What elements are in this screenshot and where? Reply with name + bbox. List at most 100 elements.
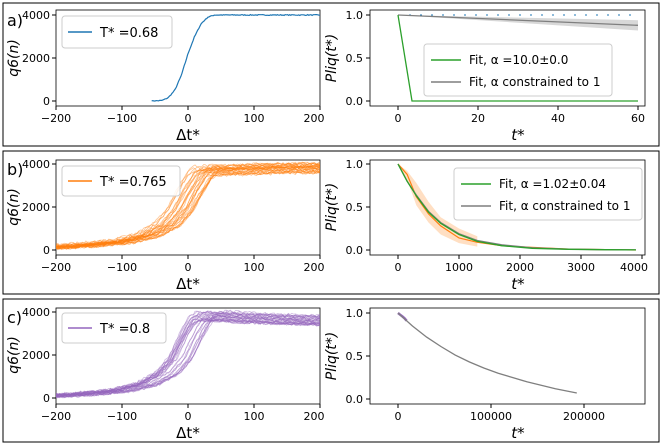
x-ticks: −200 −100 0 100 200 bbox=[41, 255, 325, 274]
trajectory-line bbox=[56, 165, 320, 248]
panel-c-label: c) bbox=[7, 308, 22, 327]
legend-box bbox=[61, 165, 181, 197]
x-axis-label: t* bbox=[511, 126, 525, 144]
panel-c-left-chart: 0 2000 4000 −200 −100 0 100 200 Δt* q6(n… bbox=[6, 306, 325, 442]
x-axis-label: Δt* bbox=[176, 424, 200, 442]
trajectory-line bbox=[56, 166, 320, 248]
legend-label: T* =0.765 bbox=[99, 175, 167, 190]
y-tick-label: 4000 bbox=[22, 9, 50, 22]
trajectory-group bbox=[56, 309, 320, 399]
panel-b-frame bbox=[2, 150, 660, 295]
x-tick-label: 0 bbox=[185, 261, 192, 274]
trajectory-line bbox=[56, 310, 320, 397]
trajectory-line bbox=[56, 319, 320, 397]
panel-a-label: a) bbox=[7, 11, 23, 30]
x-tick-label: 200000 bbox=[563, 410, 605, 423]
x-tick-label: 0 bbox=[185, 410, 192, 423]
x-ticks: 0 20 40 60 bbox=[395, 106, 645, 125]
x-tick-label: 0 bbox=[395, 410, 402, 423]
trajectory-line bbox=[56, 167, 320, 251]
trajectory-line bbox=[56, 171, 320, 248]
trajectory-line bbox=[56, 166, 320, 249]
legend: Fit, α =1.02±0.04 Fit, α constrained to … bbox=[453, 167, 643, 221]
y-tick-label: 4000 bbox=[22, 306, 50, 319]
trajectory-line bbox=[56, 165, 320, 249]
trajectory-line bbox=[56, 319, 320, 398]
x-tick-label: 3000 bbox=[567, 261, 595, 274]
trajectory-line bbox=[56, 312, 320, 397]
trajectory-line bbox=[56, 167, 320, 249]
y-ticks: 0.0 0.5 1.0 bbox=[346, 307, 370, 406]
x-tick-label: 1000 bbox=[445, 261, 473, 274]
survival-group bbox=[397, 163, 636, 251]
trajectory-line bbox=[56, 168, 320, 250]
trajectory-line bbox=[56, 168, 320, 250]
x-ticks: 0 100000 200000 bbox=[395, 404, 605, 423]
trajectory-line bbox=[56, 310, 320, 398]
trajectory-line bbox=[56, 171, 320, 250]
y-tick-label: 0 bbox=[43, 392, 50, 405]
y-tick-label: 0.5 bbox=[346, 201, 364, 214]
y-tick-label: 0.5 bbox=[346, 350, 364, 363]
x-tick-label: 40 bbox=[551, 112, 565, 125]
x-axis-label: t* bbox=[511, 275, 525, 293]
y-ticks: 0 2000 4000 bbox=[22, 158, 56, 257]
trajectory-line bbox=[56, 162, 320, 247]
trajectory-line bbox=[56, 161, 320, 248]
y-tick-label: 0.0 bbox=[346, 95, 364, 108]
panel-a-frame bbox=[2, 2, 660, 147]
y-tick-label: 2000 bbox=[22, 52, 50, 65]
x-tick-label: 2000 bbox=[506, 261, 534, 274]
x-tick-label: 0 bbox=[395, 261, 402, 274]
trajectory-line bbox=[56, 318, 320, 399]
x-ticks: −200 −100 0 100 200 bbox=[41, 106, 325, 125]
trajectory-line bbox=[56, 316, 320, 396]
trajectory-line bbox=[56, 161, 320, 246]
x-tick-label: 4000 bbox=[620, 261, 648, 274]
legend-box bbox=[423, 43, 613, 97]
x-tick-label: 200 bbox=[304, 261, 325, 274]
trajectory-line bbox=[56, 318, 320, 397]
trajectory-line bbox=[56, 312, 320, 397]
trajectory-line bbox=[56, 162, 320, 248]
y-tick-label: 1.0 bbox=[346, 9, 364, 22]
x-tick-label: 200 bbox=[304, 410, 325, 423]
y-ticks: 0 2000 4000 bbox=[22, 9, 56, 108]
trajectory-line bbox=[56, 310, 320, 396]
x-tick-label: −100 bbox=[107, 261, 137, 274]
panel-c-frame bbox=[2, 298, 660, 443]
legend-box bbox=[453, 167, 643, 221]
panel-b-left-chart: 0 2000 4000 −200 −100 0 100 200 Δt* q6(n… bbox=[6, 158, 325, 293]
trajectory-line bbox=[56, 312, 320, 396]
trajectory-line bbox=[56, 165, 320, 250]
x-axis-label: t* bbox=[511, 424, 525, 442]
x-tick-label: −200 bbox=[41, 261, 71, 274]
y-tick-label: 0 bbox=[43, 244, 50, 257]
legend-box bbox=[61, 15, 173, 49]
y-ticks: 0.0 0.5 1.0 bbox=[346, 158, 370, 257]
x-tick-label: 100 bbox=[244, 261, 265, 274]
trajectory-line bbox=[56, 164, 320, 247]
x-tick-label: 100000 bbox=[470, 410, 512, 423]
y-tick-label: 2000 bbox=[22, 349, 50, 362]
trajectory-line bbox=[56, 309, 320, 399]
fit-alpha-line bbox=[397, 163, 636, 251]
trajectory-line bbox=[56, 314, 320, 397]
trajectory-line bbox=[56, 314, 320, 396]
fit-constrained-line bbox=[397, 14, 639, 26]
legend-box bbox=[61, 312, 167, 344]
trajectory-line bbox=[56, 317, 320, 398]
panel-a-left-chart: 0 2000 4000 −200 −100 0 100 200 Δt* q6(n… bbox=[6, 9, 325, 144]
y-ticks: 0 2000 4000 bbox=[22, 306, 56, 405]
y-tick-label: 0.0 bbox=[346, 393, 364, 406]
fit-constrained-line bbox=[397, 312, 577, 394]
x-tick-label: 60 bbox=[631, 112, 645, 125]
y-ticks: 0.0 0.5 1.0 bbox=[346, 9, 370, 108]
trajectory-line bbox=[56, 310, 320, 399]
panel-c-right-chart: 0.0 0.5 1.0 0 100000 200000 t* Pliq(t*) bbox=[324, 307, 646, 442]
y-tick-label: 4000 bbox=[22, 158, 50, 171]
legend: T* =0.8 bbox=[61, 312, 167, 344]
x-tick-label: 100 bbox=[244, 410, 265, 423]
trajectory-line bbox=[56, 313, 320, 397]
